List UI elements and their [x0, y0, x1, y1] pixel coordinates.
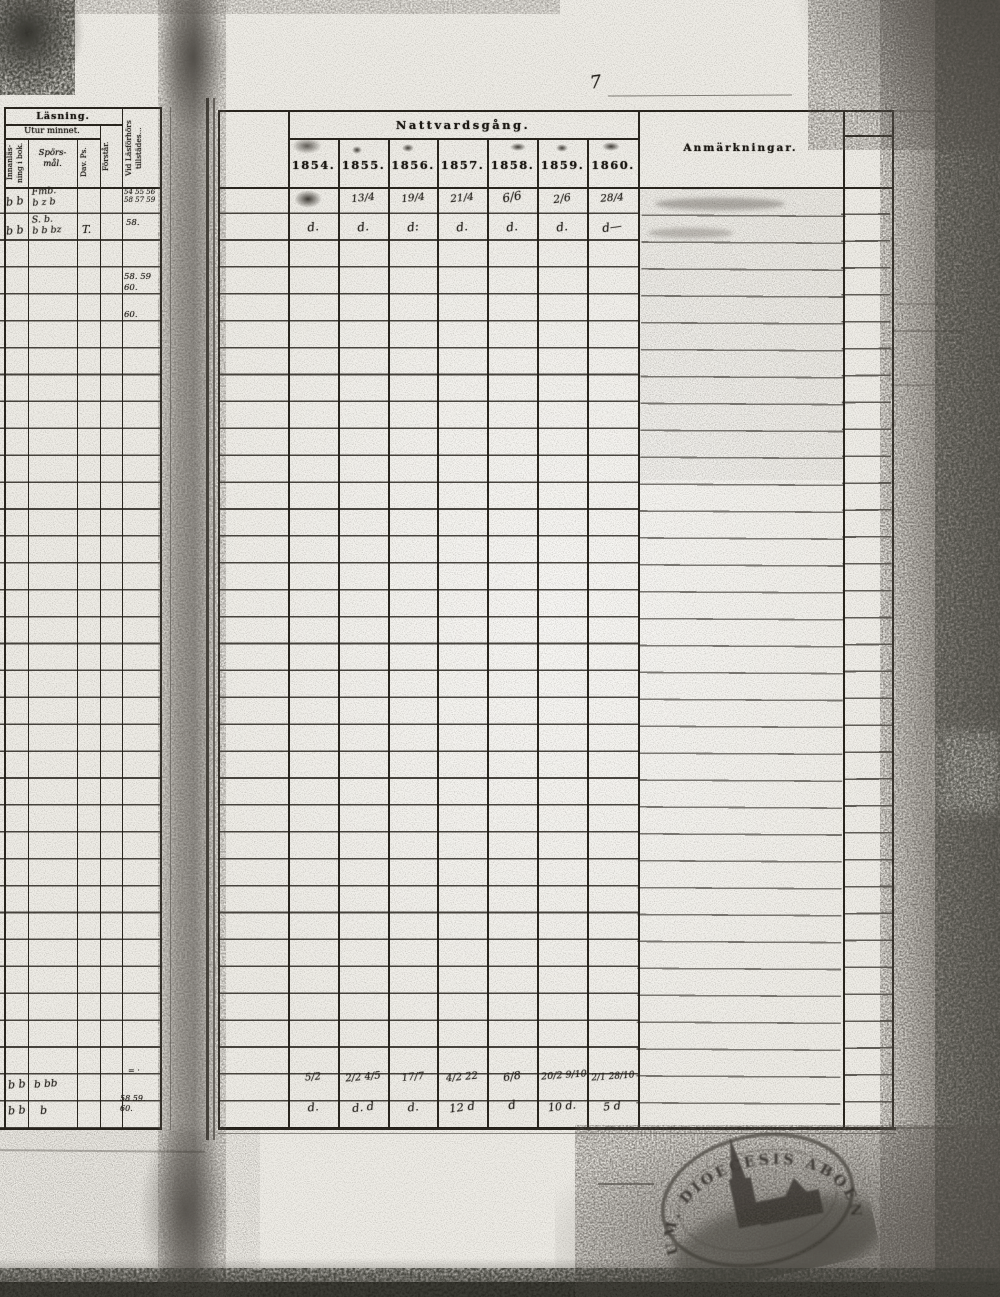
left-table-title: Läsning. [36, 111, 90, 122]
row-lines-remarks [636, 189, 846, 1130]
entry-row1-col2: Fmb. b z b [31, 185, 57, 209]
entry-row34-col1: b b [7, 1103, 27, 1118]
year-header-1857: 1857. [440, 158, 485, 172]
ink-mark [556, 144, 568, 152]
scan-crease-right [938, 732, 1000, 812]
entry-row2-col2: S. b. b b bz [31, 213, 62, 237]
col-header-sporsmal: Spörs- mål. [38, 148, 67, 169]
ink-mark [402, 144, 414, 152]
ink-mark [292, 138, 322, 154]
row-lines-main [218, 187, 638, 1128]
folio-underline [607, 94, 793, 97]
entry-row34-vid: 58 59. 60. [120, 1094, 146, 1113]
illegible-handwriting-smudge [655, 198, 785, 210]
ink-mark [352, 146, 362, 154]
scan-artifact-bottom-strip [0, 1282, 1000, 1297]
col-header-vid-lasforhor: Vid Läsförhörs tillstädes... [124, 120, 143, 177]
left-table-subtitle: Utur minnet. [24, 126, 80, 136]
entry-row2-vid: 58. [126, 218, 140, 228]
row-lines-left [0, 187, 161, 1130]
ink-mark [510, 143, 526, 151]
folio-number: 7 [588, 71, 603, 94]
spine-fold-line [213, 98, 215, 1140]
entry-row33-col2: b bb [33, 1077, 58, 1091]
entry-row2-col1: b b [5, 223, 25, 238]
ink-mark [602, 142, 620, 151]
entry-row2-dav: T. [82, 223, 92, 236]
entry-row1-col1: b b [5, 194, 25, 209]
scan-line-stub [598, 1183, 654, 1185]
scan-artifact-right-band [885, 0, 1000, 1297]
illegible-handwriting-smudge [648, 228, 733, 238]
entry-row4-vid: 58. 59 60. [124, 272, 152, 293]
entry-row5-vid: 60. [124, 310, 138, 320]
scan-artifact-top-left [0, 0, 85, 95]
col-header-innanlasning: Innanläs- ning i bok. [5, 142, 24, 183]
entry-row33-col1: b b [7, 1077, 27, 1092]
col-header-dav-ps: Dav. Ps. [79, 147, 88, 178]
entry-row1-vid: 54 55 56 58 57 59 [124, 188, 156, 204]
ink-blot-1854-row1 [294, 190, 322, 208]
year-header-1855: 1855. [341, 158, 386, 172]
col-header-forstar: Förstår. [101, 141, 110, 171]
spine-fold-line [206, 98, 209, 1140]
entry-row34-col2: b [39, 1103, 48, 1118]
scan-artifact-bottom-fade [0, 1258, 1000, 1284]
communion-table-title: Nattvardsgång. [395, 118, 531, 132]
entry-row33-vid: = · [128, 1066, 140, 1075]
